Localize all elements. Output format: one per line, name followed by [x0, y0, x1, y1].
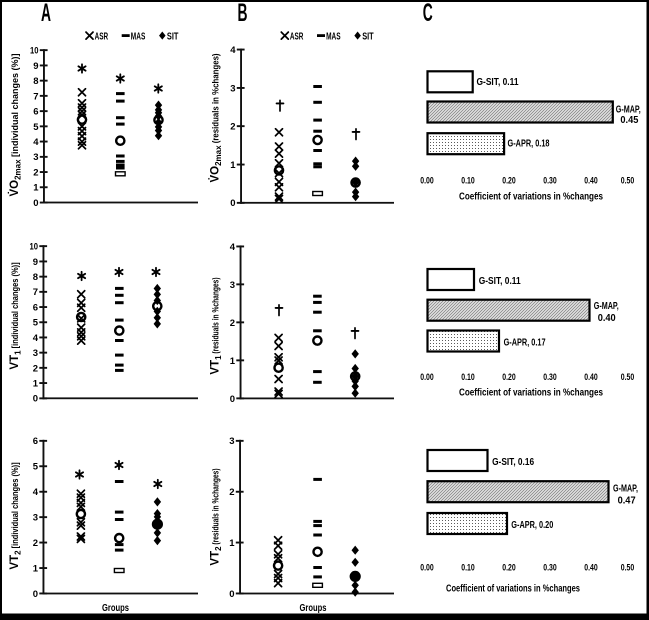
svg-text:3: 3	[33, 513, 38, 524]
svg-text:7: 7	[33, 91, 38, 102]
svg-text:0.40: 0.40	[584, 176, 598, 187]
svg-text:0.50: 0.50	[621, 176, 635, 187]
svg-text:0: 0	[230, 198, 235, 209]
svg-text:VT1 [individual changes (%)]: VT1 [individual changes (%)]	[9, 262, 23, 369]
svg-text:G-SIT, 0.11: G-SIT, 0.11	[477, 77, 519, 88]
svg-text:1: 1	[229, 538, 235, 549]
svg-text:Coefficient of variations in %: Coefficient of variations in %changes	[459, 387, 603, 399]
svg-text:4: 4	[33, 487, 39, 498]
svg-text:2: 2	[230, 122, 235, 133]
svg-text:6: 6	[33, 436, 38, 447]
svg-text:2: 2	[33, 538, 38, 549]
svg-text:V̇O2max (residuals in %changes: V̇O2max (residuals in %changes)	[209, 53, 223, 182]
svg-text:1: 1	[230, 160, 236, 171]
svg-text:0.00: 0.00	[420, 176, 434, 187]
svg-text:4: 4	[230, 242, 236, 253]
svg-text:VT2 [individual changes (%)]: VT2 [individual changes (%)]	[9, 462, 23, 569]
svg-text:VT1 (residuals in %changes): VT1 (residuals in %changes)	[210, 277, 224, 374]
svg-text:0: 0	[229, 589, 234, 600]
svg-text:2: 2	[33, 363, 38, 374]
svg-text:5: 5	[33, 122, 39, 133]
svg-text:0.10: 0.10	[461, 176, 475, 187]
svg-text:3: 3	[33, 348, 38, 359]
svg-text:G-MAP,: G-MAP,	[616, 105, 641, 116]
svg-text:3: 3	[33, 152, 38, 163]
svg-text:9: 9	[33, 61, 38, 72]
svg-text:G-MAP,: G-MAP,	[594, 301, 619, 312]
svg-text:0: 0	[33, 394, 38, 405]
svg-text:0.40: 0.40	[584, 563, 598, 574]
svg-text:0.00: 0.00	[420, 372, 434, 383]
svg-text:0.20: 0.20	[502, 563, 516, 574]
svg-text:Groups: Groups	[102, 602, 129, 614]
svg-text:3: 3	[230, 83, 235, 94]
svg-text:2: 2	[230, 318, 235, 329]
svg-text:G-APR, 0.18: G-APR, 0.18	[508, 139, 550, 150]
svg-text:G-SIT, 0.16: G-SIT, 0.16	[492, 457, 534, 468]
svg-text:0: 0	[33, 198, 38, 209]
svg-text:0.40: 0.40	[584, 372, 598, 383]
svg-text:0.30: 0.30	[543, 563, 557, 574]
svg-text:8: 8	[33, 76, 38, 87]
svg-text:0: 0	[230, 394, 235, 405]
svg-text:7: 7	[33, 287, 38, 298]
svg-text:0.50: 0.50	[621, 563, 635, 574]
svg-text:0.45: 0.45	[620, 115, 638, 126]
svg-text:G-APR, 0.17: G-APR, 0.17	[504, 337, 546, 348]
svg-text:0.50: 0.50	[621, 372, 635, 383]
svg-text:Coefficient of variations in %: Coefficient of variations in %changes	[459, 191, 603, 203]
svg-text:0.10: 0.10	[461, 563, 475, 574]
svg-text:0.20: 0.20	[502, 176, 516, 187]
svg-text:4: 4	[33, 333, 39, 344]
svg-text:MAS: MAS	[131, 31, 146, 43]
svg-text:3: 3	[229, 436, 234, 447]
svg-text:9: 9	[33, 257, 38, 268]
svg-text:2: 2	[33, 167, 38, 178]
svg-text:0.40: 0.40	[598, 313, 616, 324]
svg-text:SIT: SIT	[167, 31, 179, 43]
svg-text:V̇O2max [individual changes (%: V̇O2max [individual changes (%)]	[8, 53, 22, 196]
svg-text:2: 2	[229, 487, 234, 498]
svg-text:G-APR, 0.20: G-APR, 0.20	[511, 520, 553, 531]
svg-text:6: 6	[33, 302, 38, 313]
svg-text:VT2 (residuals in %changes): VT2 (residuals in %changes)	[210, 468, 224, 565]
svg-text:0.30: 0.30	[543, 372, 557, 383]
svg-text:1: 1	[33, 563, 39, 574]
svg-text:0.00: 0.00	[420, 563, 434, 574]
svg-text:6: 6	[33, 107, 38, 118]
svg-text:0.30: 0.30	[543, 176, 557, 187]
svg-text:0.10: 0.10	[461, 372, 475, 383]
svg-text:0.20: 0.20	[502, 372, 516, 383]
svg-text:5: 5	[33, 318, 39, 329]
svg-text:B: B	[238, 0, 248, 27]
svg-text:A: A	[41, 0, 51, 27]
svg-text:4: 4	[33, 137, 39, 148]
svg-text:1: 1	[33, 379, 39, 390]
svg-text:0: 0	[33, 589, 38, 600]
svg-text:G-SIT, 0.11: G-SIT, 0.11	[479, 276, 521, 287]
svg-text:10: 10	[30, 46, 39, 57]
svg-text:1: 1	[33, 183, 39, 194]
svg-text:C: C	[423, 0, 433, 27]
svg-text:8: 8	[33, 272, 38, 283]
svg-text:MAS: MAS	[326, 31, 341, 43]
svg-text:Groups: Groups	[300, 602, 327, 614]
svg-text:ASR: ASR	[290, 31, 304, 43]
svg-text:10: 10	[30, 242, 39, 253]
svg-text:1: 1	[230, 356, 236, 367]
svg-text:ASR: ASR	[95, 31, 109, 43]
svg-text:0.47: 0.47	[618, 496, 636, 507]
svg-text:4: 4	[230, 45, 236, 56]
svg-text:5: 5	[33, 462, 39, 473]
svg-text:G-MAP,: G-MAP,	[613, 484, 638, 495]
svg-text:Coefficient of variations in %: Coefficient of variations in %changes	[446, 583, 580, 595]
svg-text:3: 3	[230, 280, 235, 291]
svg-text:SIT: SIT	[362, 31, 374, 43]
